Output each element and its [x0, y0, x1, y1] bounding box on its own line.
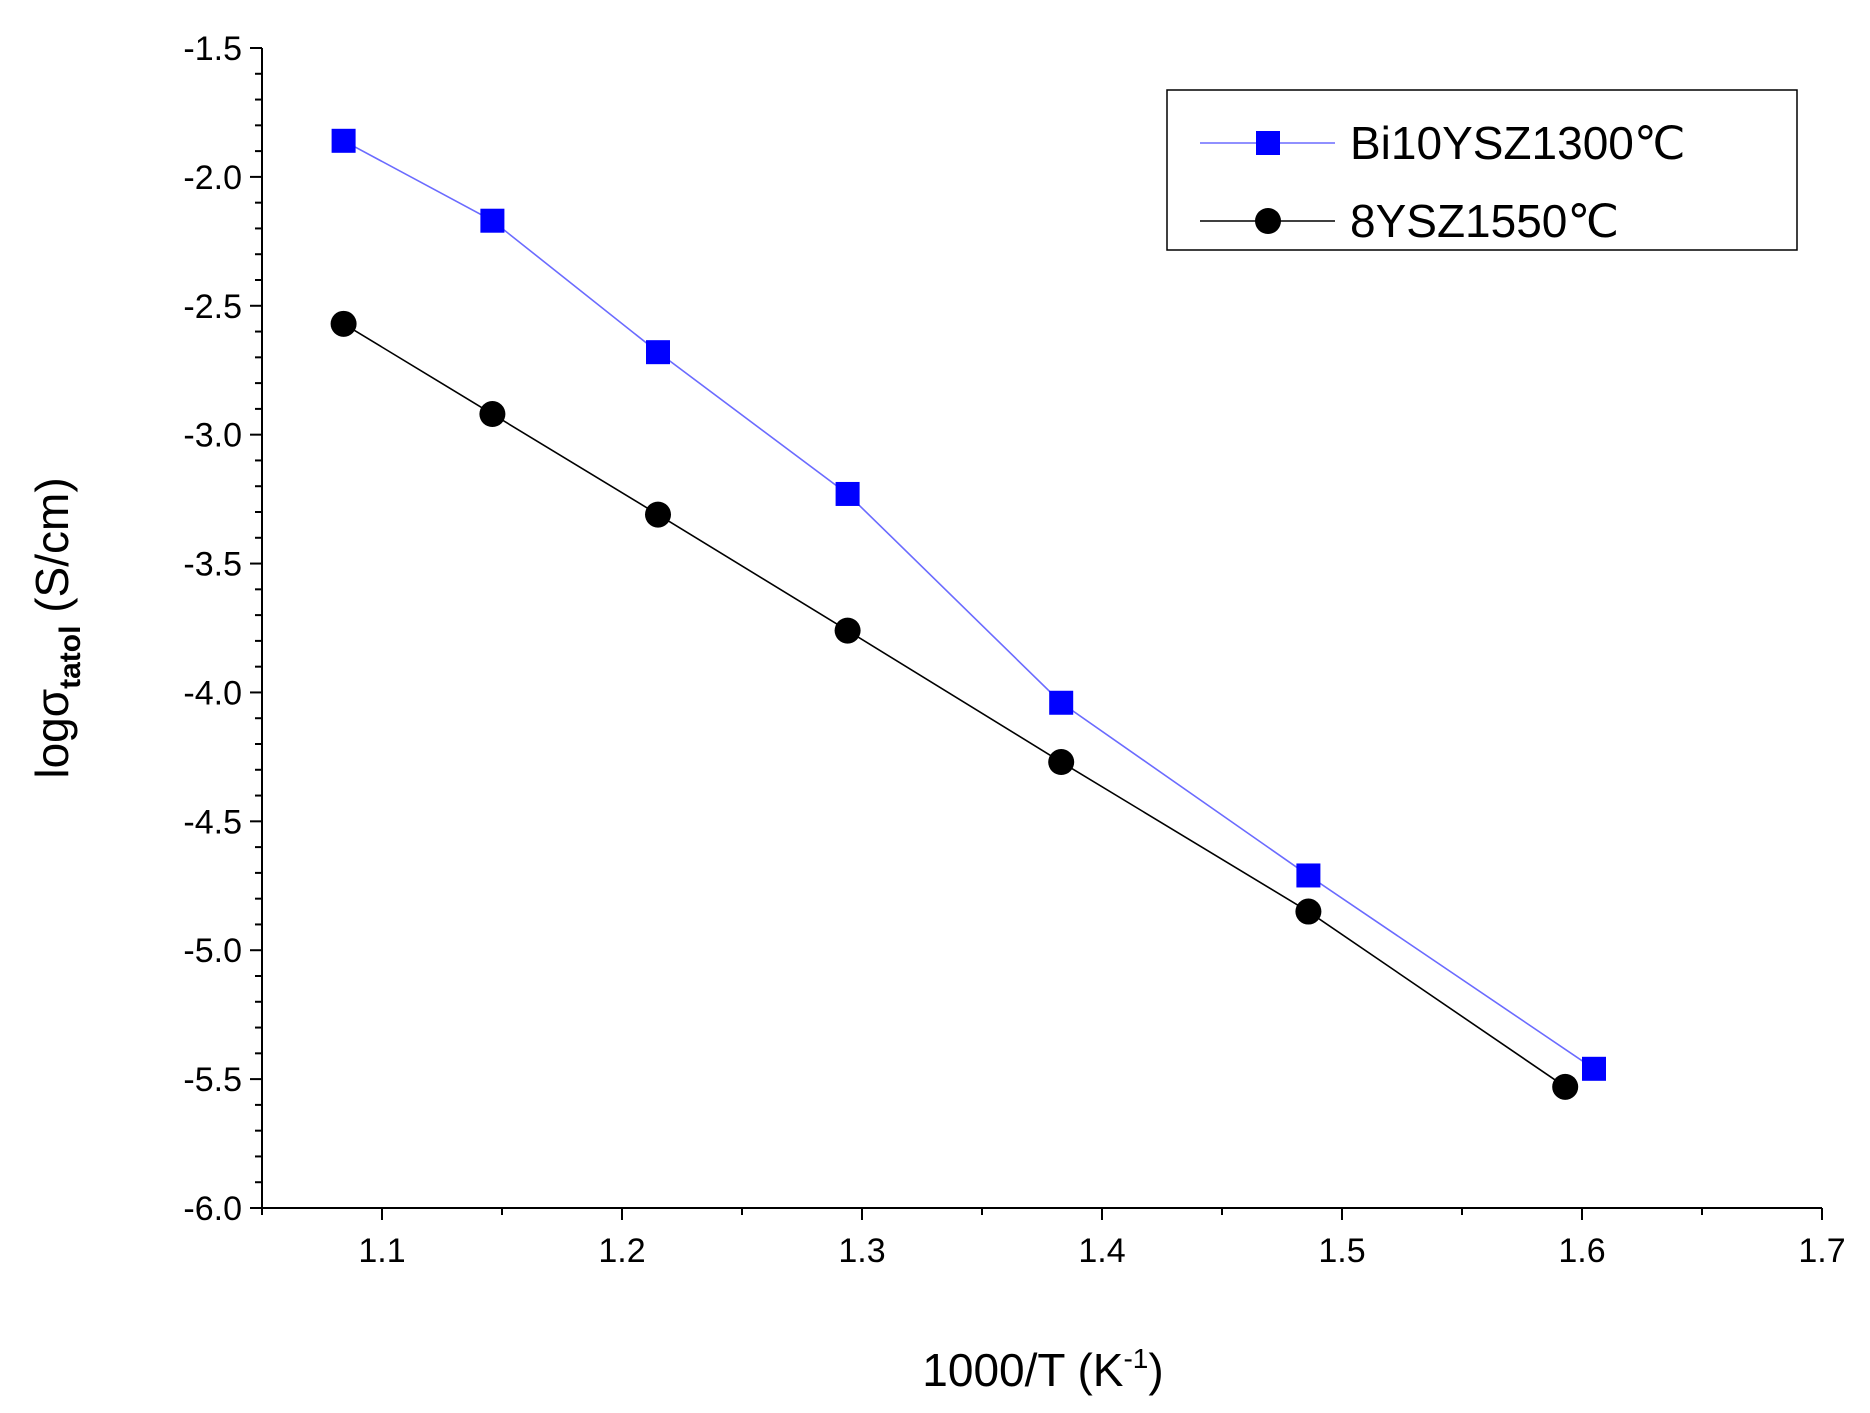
y-axis-title-sub: tatol [54, 626, 87, 689]
series-1-point [1582, 1056, 1606, 1081]
series-1-point [1296, 863, 1321, 888]
y-axis-title-main: logσ [26, 689, 78, 779]
x-axis-title-main: 1000/T (K [922, 1344, 1123, 1396]
y-tick-label: -4.0 [183, 674, 242, 712]
y-axis-title: logσtatol (S/cm) [26, 477, 87, 778]
y-tick-label: -2.5 [183, 288, 242, 326]
series-2-point [645, 501, 671, 528]
y-tick-label: -3.0 [183, 417, 242, 455]
series-1-point [480, 208, 505, 233]
x-axis-title-sup: -1 [1123, 1343, 1148, 1374]
x-tick-label: 1.4 [1078, 1232, 1125, 1270]
series-1-point [835, 481, 860, 506]
series-2-point [479, 401, 506, 428]
x-tick-label: 1.7 [1798, 1232, 1845, 1270]
series-2-point [330, 310, 357, 337]
y-tick-label: -5.5 [183, 1061, 242, 1099]
series-1-point [331, 128, 356, 153]
series-2-point [1295, 898, 1322, 925]
series-2-point [1552, 1073, 1579, 1100]
legend-marker-1 [1256, 131, 1280, 155]
y-tick-label: -1.5 [183, 30, 242, 68]
series-2-point [834, 617, 861, 644]
series-1-point [646, 340, 670, 365]
x-axis-title-end: ) [1148, 1344, 1163, 1396]
axes: 1.1 1.2 1.3 1.4 1.5 1.6 1.7 -6.0 -5.5 -5.0 -4.5 -4.… [183, 30, 1845, 1270]
x-tick-label: 1.3 [838, 1232, 885, 1270]
legend-marker-2 [1255, 208, 1281, 234]
series-2-point [1048, 749, 1075, 776]
x-tick-label: 1.6 [1558, 1232, 1605, 1270]
legend: Bi10YSZ1300℃ 8YSZ1550℃ [1166, 89, 1798, 251]
y-tick-label: -2.0 [183, 159, 242, 197]
legend-label-2: 8YSZ1550℃ [1350, 195, 1619, 247]
x-axis-title: 1000/T (K-1) [922, 1343, 1163, 1396]
x-tick-label: 1.1 [358, 1232, 405, 1270]
x-tick-label: 1.5 [1318, 1232, 1365, 1270]
y-axis-title-end: (S/cm) [26, 477, 78, 625]
y-tick-label: -5.0 [183, 932, 242, 970]
y-tick-label: -3.5 [183, 546, 242, 584]
series-1-point [1049, 690, 1074, 715]
legend-label-1: Bi10YSZ1300℃ [1350, 117, 1686, 169]
series-markers [330, 128, 1606, 1100]
y-tick-label: -6.0 [183, 1190, 242, 1228]
y-tick-label: -4.5 [183, 803, 242, 841]
x-tick-label: 1.2 [598, 1232, 645, 1270]
